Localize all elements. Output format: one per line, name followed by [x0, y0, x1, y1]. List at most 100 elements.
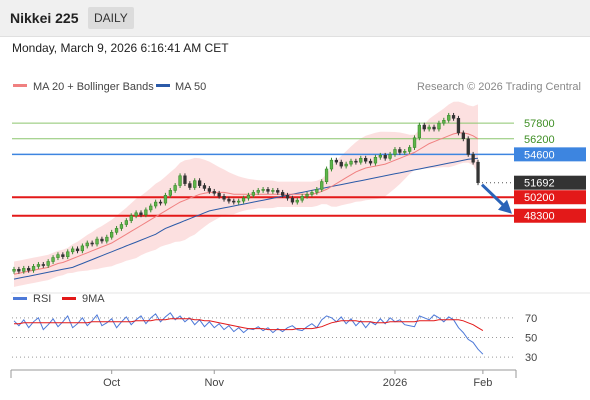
candle-body	[300, 196, 304, 201]
candle-body	[393, 149, 397, 155]
candle-body	[373, 157, 378, 164]
legend-label-9ma: 9MA	[82, 293, 105, 305]
candle-body	[158, 201, 163, 204]
candle-body	[71, 248, 75, 253]
candle-body	[134, 212, 138, 217]
candle-body	[447, 115, 451, 121]
candle-body	[461, 132, 466, 139]
rsi-line	[13, 312, 484, 355]
level-label-50200: 50200	[524, 192, 555, 204]
candle-body	[149, 205, 153, 211]
candle-body	[256, 190, 260, 193]
candle-body	[407, 147, 412, 152]
candle-body	[305, 194, 309, 197]
rsi-tick-70: 70	[525, 313, 537, 325]
candle-body	[310, 192, 314, 195]
rsi-panel: 70 50 30	[11, 292, 590, 364]
candle-body	[222, 196, 226, 200]
candle-body	[412, 137, 417, 148]
candle-body	[178, 175, 182, 186]
candle-body	[276, 190, 280, 193]
candle-body	[41, 264, 46, 266]
level-tag-48300	[514, 208, 586, 223]
candle-body	[90, 242, 94, 245]
candle-body	[432, 126, 436, 130]
candle-body	[442, 120, 446, 124]
candle-body	[193, 180, 197, 188]
candle-body	[383, 155, 387, 159]
candle-body	[80, 245, 85, 252]
candle-body	[456, 118, 461, 134]
candle-body	[295, 199, 299, 203]
candle-body	[476, 161, 480, 183]
x-tick-Oct: Oct	[103, 377, 120, 389]
legend-label-ma20: MA 20 + Bollinger Bands	[33, 81, 154, 93]
moving-average-lines	[13, 132, 479, 280]
candle-body	[129, 215, 133, 221]
candle-body	[66, 251, 70, 258]
candle-body	[173, 185, 177, 191]
level-labels: 57800 56200 54600 50200 48300 51692	[478, 118, 586, 223]
candle-body	[237, 200, 241, 203]
candle-body	[261, 189, 265, 191]
level-tag-54600	[514, 147, 586, 162]
candle-body	[280, 192, 285, 196]
rsi-tick-30: 30	[525, 352, 537, 364]
period-badge[interactable]: DAILY	[88, 7, 134, 29]
candle-body	[188, 183, 192, 188]
candle-body	[320, 181, 324, 190]
forecast-arrow-head	[498, 199, 512, 214]
candle-body	[124, 220, 129, 225]
candle-body	[61, 254, 65, 257]
candle-body	[422, 124, 426, 130]
header-bar: Nikkei 225 DAILY	[0, 0, 590, 37]
level-label-54600: 54600	[524, 149, 555, 161]
candle-body	[241, 197, 246, 202]
candle-body	[251, 192, 256, 196]
level-tag-50200	[514, 190, 586, 205]
candle-body	[163, 195, 168, 204]
candle-body	[139, 212, 143, 216]
x-tick-2026: 2026	[383, 377, 407, 389]
candle-body	[359, 158, 363, 163]
candle-body	[22, 268, 26, 272]
candle-body	[198, 180, 202, 186]
candle-body	[105, 236, 109, 242]
candle-body	[46, 261, 50, 266]
price-levels	[12, 122, 514, 217]
candle-body	[271, 190, 275, 192]
candle-body	[202, 185, 207, 189]
candle-body	[75, 248, 80, 252]
legend-swatch-ma20	[13, 84, 27, 87]
rsi-9ma-line	[14, 318, 484, 332]
candle-body	[154, 201, 158, 207]
legend-swatch-9ma	[62, 297, 76, 300]
candle-body	[144, 209, 148, 216]
candle-body	[168, 190, 173, 196]
legend-label-rsi: RSI	[33, 293, 51, 305]
candle-body	[329, 159, 334, 170]
candle-body	[56, 254, 60, 258]
candle-body	[315, 189, 319, 193]
candle-body	[232, 200, 236, 203]
candle-body	[334, 159, 339, 163]
candle-body	[110, 232, 114, 238]
legend-label-ma50: MA 50	[175, 81, 206, 93]
ma50-line	[13, 157, 479, 280]
candle-body	[227, 198, 231, 202]
candle-body	[344, 163, 348, 167]
candle-body	[183, 175, 187, 184]
candle-body	[403, 151, 407, 153]
candle-body	[217, 193, 221, 197]
x-tick-Nov: Nov	[204, 377, 224, 389]
legends: MA 20 + Bollinger Bands MA 50 Research © 2…	[13, 81, 581, 305]
timestamp: Monday, March 9, 2026 6:16:41 AM CET	[12, 41, 229, 55]
candle-body	[354, 160, 358, 163]
candle-body	[51, 257, 55, 262]
candle-body	[290, 197, 295, 203]
candle-body	[466, 138, 470, 155]
candle-body	[388, 154, 392, 159]
time-axis: Oct Nov 2026 Feb	[10, 369, 517, 389]
candle-body	[17, 268, 21, 272]
